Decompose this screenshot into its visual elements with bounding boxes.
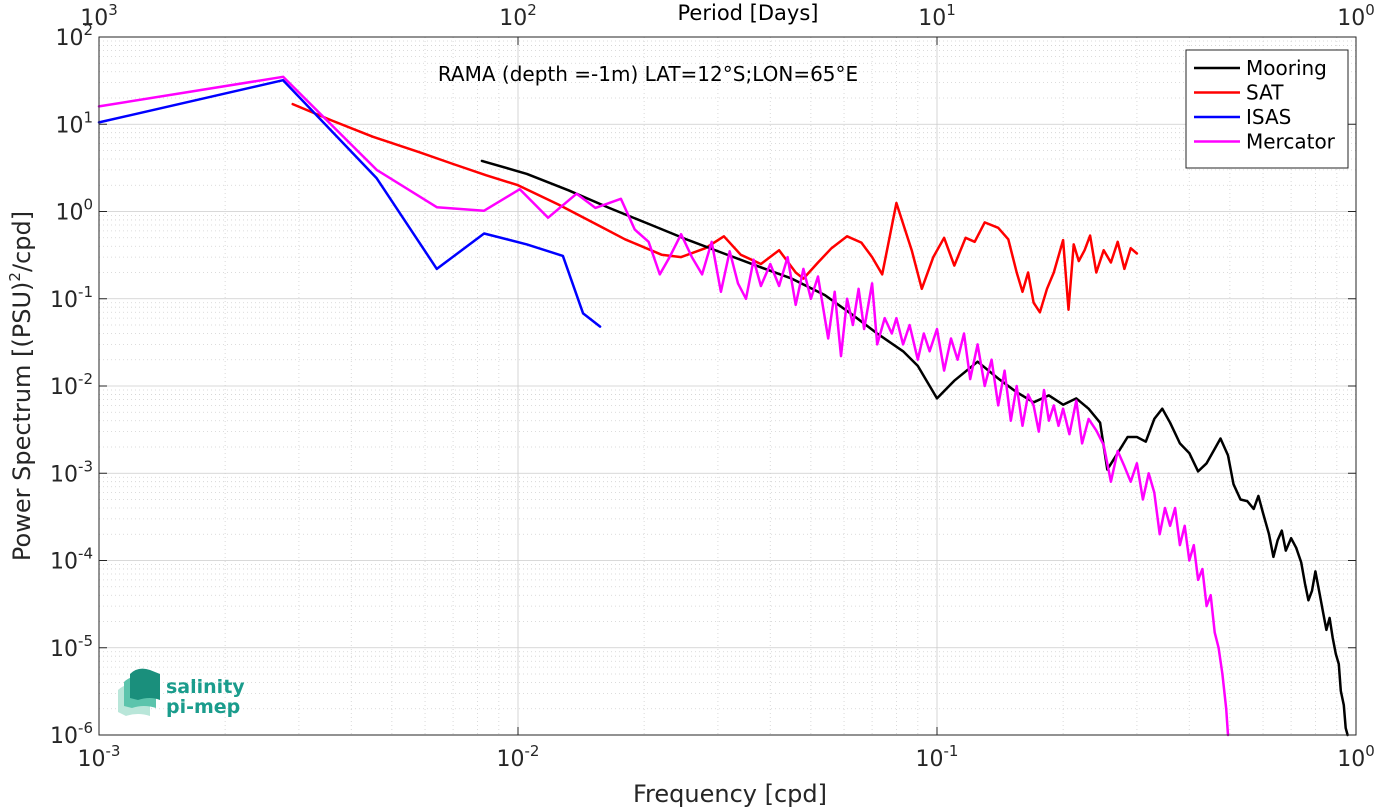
x-axis-label: Frequency [cpd] xyxy=(633,780,827,808)
legend-label-sat: SAT xyxy=(1246,81,1284,105)
y-tick-label-base: 10 xyxy=(50,637,78,662)
x-tick-label-base: 10 xyxy=(497,747,525,772)
y-tick-label-exponent: 1 xyxy=(83,108,93,126)
legend-label-mercator: Mercator xyxy=(1246,130,1336,154)
logo-text-pi-mep: pi-mep xyxy=(166,696,240,718)
top-tick-label: 101 xyxy=(918,1,956,31)
y-tick-label-exponent: -5 xyxy=(78,632,93,650)
y-tick-label: 10-4 xyxy=(50,545,93,575)
y-tick-label-base: 10 xyxy=(55,26,83,51)
top-tick-label-exponent: 2 xyxy=(527,1,537,19)
y-tick-label-exponent: -3 xyxy=(78,457,93,475)
top-tick-label: 100 xyxy=(1337,1,1375,31)
y-tick-label: 101 xyxy=(55,108,93,138)
y-axis-label: Power Spectrum [(PSU)2/cpd] xyxy=(6,211,36,561)
x-tick-label-exponent: -1 xyxy=(944,742,959,760)
x-tick-label: 10-3 xyxy=(78,742,121,772)
y-tick-label: 10-5 xyxy=(50,632,93,662)
y-tick-label-exponent: -6 xyxy=(78,719,93,737)
y-tick-label-exponent: -4 xyxy=(78,545,93,563)
y-tick-label-base: 10 xyxy=(50,550,78,575)
y-axis-label-main: Power Spectrum [(PSU) xyxy=(8,282,36,561)
x-tick-label: 100 xyxy=(1337,742,1375,772)
y-tick-label-exponent: -1 xyxy=(78,283,93,301)
top-axis-label: Period [Days] xyxy=(678,1,819,25)
x-tick-label-base: 10 xyxy=(1337,747,1365,772)
series-line-sat xyxy=(291,102,1139,314)
top-tick-label: 102 xyxy=(499,1,537,31)
series-layer xyxy=(97,75,1349,737)
y-tick-label: 10-6 xyxy=(50,719,93,749)
y-tick-label-exponent: 2 xyxy=(83,21,93,39)
top-tick-label-base: 10 xyxy=(918,6,946,31)
x-tick-label-exponent: -3 xyxy=(106,742,121,760)
series-line-mercator xyxy=(97,75,1230,737)
y-tick-label: 10-1 xyxy=(50,283,93,313)
legend-label-isas: ISAS xyxy=(1246,105,1291,129)
series-line-mooring xyxy=(480,159,1349,737)
y-tick-label-base: 10 xyxy=(50,375,78,400)
logo-wave-front xyxy=(130,668,160,700)
y-axis-label-unit: /cpd] xyxy=(8,211,36,272)
x-tick-label-exponent: 0 xyxy=(1365,742,1375,760)
logo-text-salinity: salinity xyxy=(166,676,245,698)
y-tick-label: 100 xyxy=(55,196,93,226)
y-tick-label-base: 10 xyxy=(55,113,83,138)
top-tick-label-exponent: 0 xyxy=(1365,1,1375,19)
y-tick-label: 102 xyxy=(55,21,93,51)
top-tick-label-base: 10 xyxy=(499,6,527,31)
chart-title: RAMA (depth =-1m) LAT=12°S;LON=65°E xyxy=(438,62,858,86)
top-tick-label: 103 xyxy=(80,1,118,31)
top-tick-label-base: 10 xyxy=(1337,6,1365,31)
y-tick-label-base: 10 xyxy=(50,288,78,313)
y-axis-label-exponent: 2 xyxy=(6,272,24,282)
top-tick-label-base: 10 xyxy=(80,6,108,31)
y-tick-label: 10-3 xyxy=(50,457,93,487)
y-tick-label-exponent: -2 xyxy=(78,370,93,388)
y-tick-label: 10-2 xyxy=(50,370,93,400)
top-tick-label-exponent: 1 xyxy=(946,1,956,19)
y-tick-label-base: 10 xyxy=(50,462,78,487)
x-tick-label-base: 10 xyxy=(916,747,944,772)
y-tick-label-base: 10 xyxy=(55,201,83,226)
y-tick-label-base: 10 xyxy=(50,724,78,749)
series-line-isas xyxy=(97,78,602,328)
top-tick-label-exponent: 3 xyxy=(108,1,118,19)
x-tick-label: 10-1 xyxy=(916,742,959,772)
tick-marks xyxy=(98,36,1357,736)
x-tick-label: 10-2 xyxy=(497,742,540,772)
legend-label-mooring: Mooring xyxy=(1246,56,1327,80)
y-tick-label-exponent: 0 xyxy=(83,196,93,214)
x-tick-label-exponent: -2 xyxy=(525,742,540,760)
salinity-pi-mep-logo: salinity pi-mep xyxy=(118,668,245,718)
legend-box xyxy=(1185,49,1349,169)
x-tick-label-base: 10 xyxy=(78,747,106,772)
